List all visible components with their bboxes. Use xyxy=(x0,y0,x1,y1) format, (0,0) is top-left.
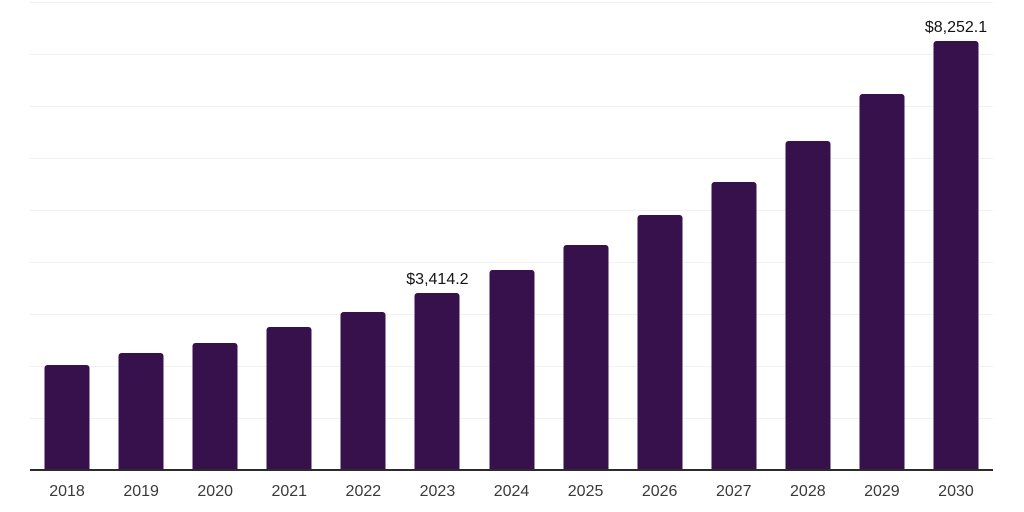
bar-column-2018 xyxy=(30,0,104,470)
x-axis-label-2029: 2029 xyxy=(864,483,900,500)
bar-2018 xyxy=(44,365,90,470)
bar-2023 xyxy=(414,292,460,470)
bar-column-2027 xyxy=(697,0,771,470)
bar-column-2028 xyxy=(771,0,845,470)
bar-2022 xyxy=(340,311,386,470)
bar-2026 xyxy=(637,214,683,470)
bar-column-2026 xyxy=(623,0,697,470)
bar-column-2019 xyxy=(104,0,178,470)
gridline xyxy=(30,158,993,159)
bar-2030 xyxy=(933,40,979,470)
bar-value-label-2023: $3,414.2 xyxy=(406,270,469,288)
x-axis-label-2022: 2022 xyxy=(345,483,382,500)
bar-column-2029 xyxy=(845,0,919,470)
gridline xyxy=(30,54,993,55)
gridline xyxy=(30,262,993,263)
x-axis-label-2020: 2020 xyxy=(197,483,233,500)
bar-2027 xyxy=(711,181,757,470)
bar-column-2022 xyxy=(326,0,400,470)
bars-container: $3,414.2 $8,252.1 xyxy=(30,0,993,470)
bar-2020 xyxy=(192,342,238,470)
bar-column-2024 xyxy=(474,0,548,470)
x-axis-line xyxy=(30,469,993,471)
gridline xyxy=(30,210,993,211)
bar-value-label-2030: $8,252.1 xyxy=(924,18,988,36)
bar-2019 xyxy=(118,353,164,470)
x-axis-label-2024: 2024 xyxy=(493,483,530,500)
x-axis-labels: 2018 2019 2020 2021 2022 2023 2024 2025 2026 2027… xyxy=(30,484,993,500)
x-axis-label-2023: 2023 xyxy=(419,483,456,500)
bar-2021 xyxy=(266,327,312,470)
x-axis-label-2027: 2027 xyxy=(715,483,752,500)
gridline xyxy=(30,106,993,107)
x-axis-label-2025: 2025 xyxy=(567,483,604,500)
bar-column-2025 xyxy=(549,0,623,470)
bar-column-2020 xyxy=(178,0,252,470)
bar-2029 xyxy=(859,94,905,470)
x-axis-label-2021: 2021 xyxy=(271,483,308,500)
bar-2025 xyxy=(563,244,609,470)
x-axis-label-2019: 2019 xyxy=(123,483,159,500)
x-axis-label-2028: 2028 xyxy=(790,483,826,500)
bar-column-2030: $8,252.1 xyxy=(919,0,993,470)
x-axis-label-2018: 2018 xyxy=(49,483,85,500)
x-axis-label-2030: 2030 xyxy=(938,483,974,500)
bar-column-2021 xyxy=(252,0,326,470)
bar-column-2023: $3,414.2 xyxy=(400,0,474,470)
gridline xyxy=(30,2,993,3)
x-axis-label-2026: 2026 xyxy=(641,483,678,500)
bar-2028 xyxy=(785,141,831,470)
bar-2024 xyxy=(489,270,534,470)
